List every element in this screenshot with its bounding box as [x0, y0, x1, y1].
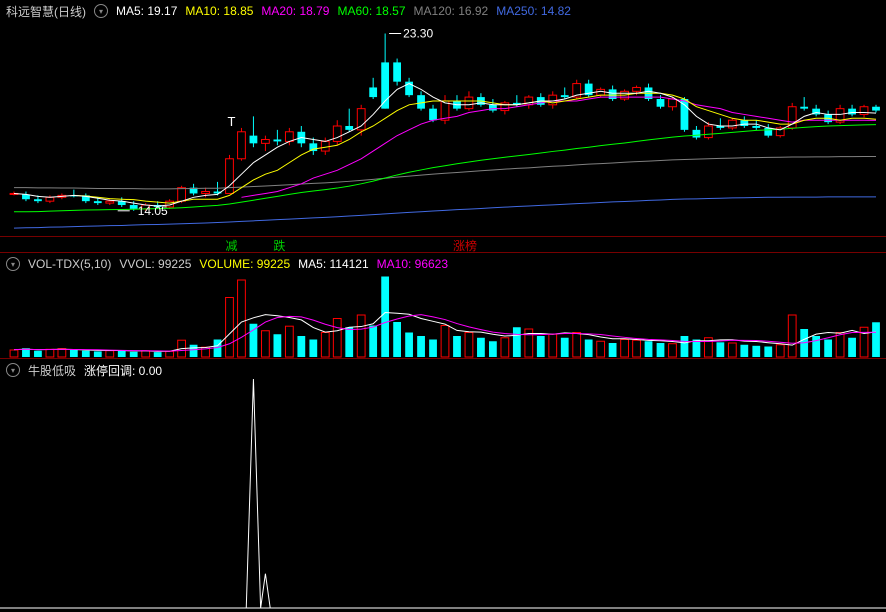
price-panel: 科远智慧(日线) ▾ MA5: 19.17 MA10: 18.85 MA20: …	[0, 0, 886, 236]
svg-text:14.05: 14.05	[138, 204, 168, 218]
ma20-label: MA20: 18.79	[261, 4, 329, 18]
chart-container: 科远智慧(日线) ▾ MA5: 19.17 MA10: 18.85 MA20: …	[0, 0, 886, 611]
vvol-label: VVOL: 99225	[119, 257, 191, 271]
chevron-down-icon[interactable]: ▾	[6, 363, 20, 377]
indicator-title: 牛股低吸	[28, 362, 76, 379]
indicator-chart[interactable]	[0, 359, 886, 612]
indicator-value: 涨停回调: 0.00	[84, 362, 162, 379]
svg-text:T: T	[227, 114, 235, 129]
price-chart[interactable]: 23.30 14.05 T	[0, 0, 886, 236]
volume-header: ▾ VOL-TDX(5,10) VVOL: 99225 VOLUME: 9922…	[0, 253, 886, 275]
marker-label: 涨榜	[451, 237, 479, 254]
chevron-down-icon[interactable]: ▾	[94, 4, 108, 18]
vol-title: VOL-TDX(5,10)	[28, 257, 111, 271]
indicator-header: ▾ 牛股低吸 涨停回调: 0.00	[0, 359, 886, 381]
marker-row: 减 跌 涨榜	[0, 236, 886, 253]
ma10-label: MA10: 18.85	[185, 4, 253, 18]
svg-text:23.30: 23.30	[403, 26, 433, 40]
vol-ma5-label: MA5: 114121	[298, 257, 369, 271]
marker-label: 跌	[271, 237, 287, 254]
chevron-down-icon[interactable]: ▾	[6, 257, 20, 271]
volume-label: VOLUME: 99225	[199, 257, 290, 271]
indicator-panel: ▾ 牛股低吸 涨停回调: 0.00	[0, 358, 886, 612]
vol-ma10-label: MA10: 96623	[377, 257, 448, 271]
volume-panel: ▾ VOL-TDX(5,10) VVOL: 99225 VOLUME: 9922…	[0, 252, 886, 359]
ma120-label: MA120: 16.92	[414, 4, 489, 18]
ma250-label: MA250: 14.82	[496, 4, 571, 18]
marker-label: 减	[224, 237, 240, 254]
ma60-label: MA60: 18.57	[337, 4, 405, 18]
price-header: 科远智慧(日线) ▾ MA5: 19.17 MA10: 18.85 MA20: …	[0, 0, 886, 22]
stock-title: 科远智慧(日线)	[6, 3, 86, 20]
ma5-label: MA5: 19.17	[116, 4, 177, 18]
